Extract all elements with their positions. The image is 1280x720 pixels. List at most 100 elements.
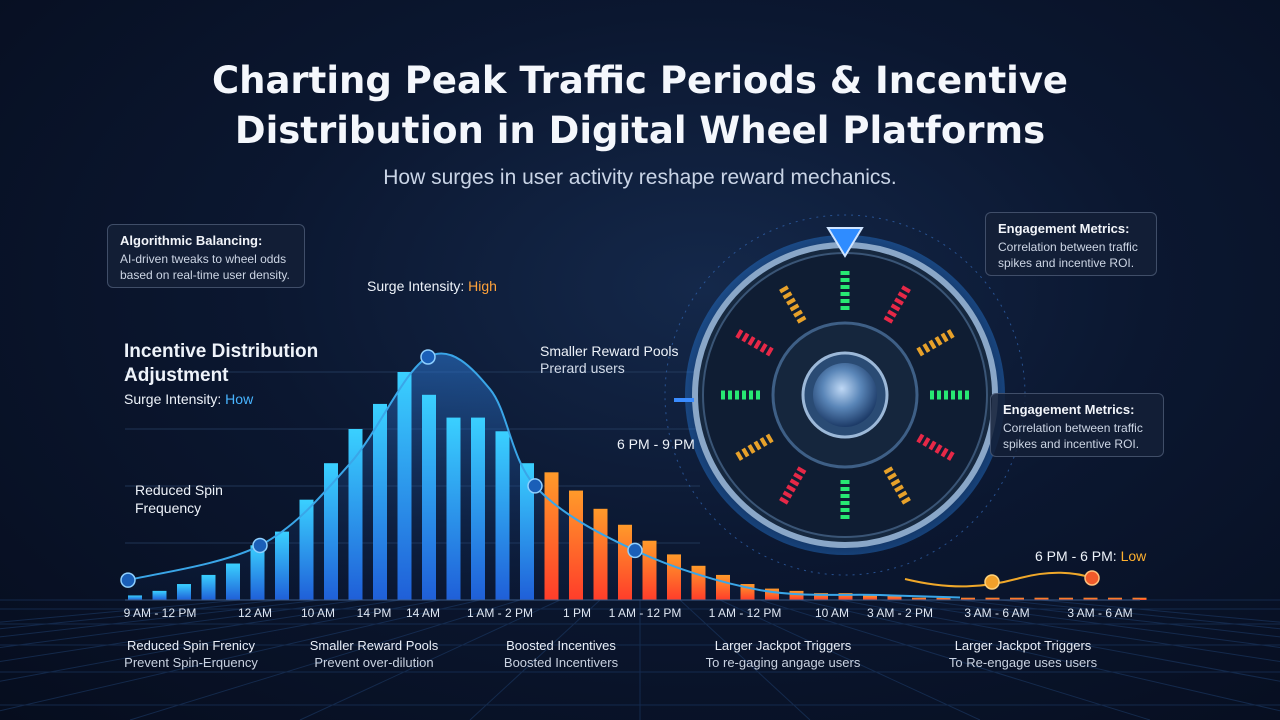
six-six-prefix: 6 PM - 6 PM: [1035,548,1121,564]
card-title: Engagement Metrics: [998,221,1130,236]
bar [275,531,289,600]
x-tick-label: 3 AM - 6 AM [964,606,1030,620]
card-title: Engagement Metrics: [1003,402,1135,417]
bar [593,508,608,600]
x-tick-label: 10 AM [300,606,336,620]
bar [789,590,804,600]
x-tick-label: 1 AM - 12 PM [708,606,782,620]
floor-grid-line [129,599,521,720]
floor-grid-line [679,599,811,720]
page-subtitle: How surges in user activity reshape rewa… [383,166,897,189]
bar [1010,597,1024,600]
bar [642,540,657,600]
bar [397,372,412,600]
surge-prefix: Surge Intensity: [367,278,469,294]
x-tick-label: 9 AM - 12 PM [123,606,197,620]
curve-marker [252,537,268,554]
floor-grid-line [919,599,1280,648]
card-body: AI-driven tweaks to wheel odds based on … [120,252,290,282]
bar [324,463,338,600]
curve-marker [527,478,543,494]
bar [961,597,975,600]
x-tick-label: 12 AM [237,606,273,620]
floor-grid-line [0,599,401,663]
bar [495,431,510,600]
bottom-item-subtitle: Boosted Incentivers [503,655,619,670]
bar [569,490,583,600]
floor-grid-line [839,599,1280,682]
x-tick-label: 1 AM - 12 PM [608,606,682,620]
floor-grid-line [0,599,241,623]
floor-grid-line [1039,599,1280,623]
x-tick-label: 3 AM - 2 PM [866,606,934,620]
surge-curve-line [127,352,961,599]
bar [299,499,314,600]
bar [618,524,632,600]
low-marker-2 [1084,570,1100,586]
bar [544,472,559,600]
bottom-item-subtitle: Prevent Spin-Erquency [124,655,258,670]
bottom-item-title: Smaller Reward Pools [309,638,439,653]
floor-grid [0,599,1280,720]
surge-intensity-high-label: Surge Intensity: High [367,278,497,294]
bar [128,595,142,600]
bar [1083,597,1098,600]
algorithmic-balancing-card: Algorithmic Balancing: AI-driven tweaks … [107,224,305,288]
bottom-item-subtitle: To re-gaging angage users [705,655,861,670]
x-tick-label: 1 AM - 2 PM [466,606,534,620]
bar [373,403,387,600]
engagement-metrics-card-mid: Engagement Metrics: Correlation between … [990,393,1164,457]
bar [422,394,436,600]
bottom-item-title: Boosted Incentives [506,638,616,653]
floor-grid-line [959,599,1280,638]
bar [446,417,461,600]
bar [765,588,779,600]
floor-grid-line [719,599,981,720]
six-six-value: Low [1120,548,1147,564]
floor-grid-line [799,599,1280,712]
floor-grid-line [469,599,601,720]
floor-grid-line [999,599,1280,630]
curve-marker [627,542,643,559]
bar [201,574,216,600]
low-traffic-line [904,571,1093,588]
surge-prefix: Surge Intensity: [124,391,226,407]
bar [1108,597,1122,600]
x-tick-label: 14 AM [405,606,441,620]
bar [177,584,191,600]
bar [1132,597,1147,600]
bar [863,595,877,600]
floor-grid-line [0,599,361,648]
floor-grid-line [299,599,561,720]
bar [936,597,951,600]
bottom-item-title: Reduced Spin Frenicy [127,638,255,653]
surge-intensity-low-label: Surge Intensity: How [124,391,253,407]
reward-wheel [664,214,1026,576]
bottom-item-subtitle: Prevent over-dilution [314,655,434,670]
page-title: Charting Peak Traffic Periods & Incentiv… [211,59,1069,152]
bar-series [128,372,1147,600]
floor-grid-line [0,599,481,712]
card-title: Algorithmic Balancing: [120,233,263,248]
low-marker-1 [984,574,1000,590]
bar [887,595,902,600]
prerard-users-label: Prerard users [540,360,625,376]
x-tick-label: 3 AM - 6 AM [1067,606,1133,620]
floor-grid-line [0,599,281,630]
bar [471,417,485,600]
bottom-item-title: Larger Jackpot Triggers [714,638,852,653]
bar [226,563,240,600]
incentive-distribution-title: Incentive Distribution Adjustment [124,341,319,386]
curve-marker [420,349,436,365]
surge-value: High [468,278,497,294]
bar [667,554,681,600]
bar [520,463,534,600]
bar [691,565,706,600]
x-tick-label: 14 PM [356,606,392,620]
card-body: Correlation between traffic spikes and i… [998,240,1138,270]
bar [716,574,730,600]
curve-marker [120,572,136,588]
six-six-label: 6 PM - 6 PM: Low [1035,548,1146,564]
floor-grid-line [759,599,1151,720]
